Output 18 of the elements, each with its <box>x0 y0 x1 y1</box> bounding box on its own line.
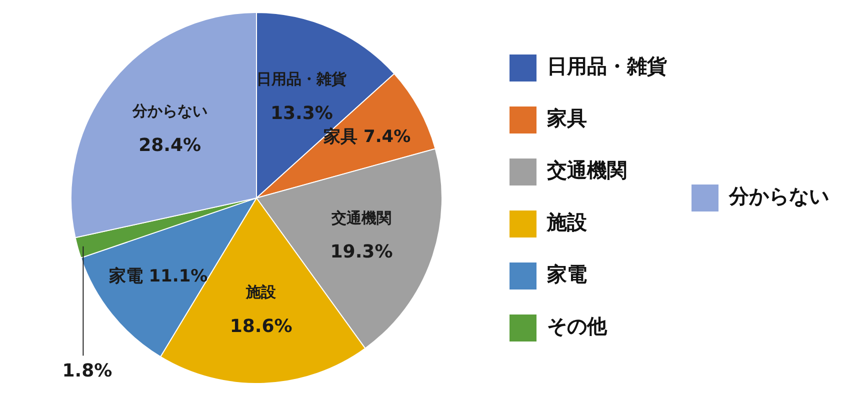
legend-label: 家具 <box>546 106 587 130</box>
slice-label: 交通機関 <box>330 208 392 227</box>
data-label: 13.3% <box>270 102 333 124</box>
category-label: 家電 11.1% <box>108 266 208 287</box>
slice-label: 日用品・雑貨 <box>256 70 347 88</box>
data-label: 18.6% <box>230 316 292 337</box>
legend-label: 家電 <box>546 262 587 286</box>
legend-label: 日用品・雑貨 <box>547 54 667 78</box>
legend-label: 交通機関 <box>546 158 627 182</box>
data-label: 28.4% <box>138 134 202 156</box>
legend-label: その他 <box>547 314 608 338</box>
slice-label: 施設 <box>245 283 278 302</box>
category-label: 家具 7.4% <box>324 126 411 147</box>
legend-label: 施設 <box>546 210 588 234</box>
data-label: 1.8% <box>62 360 112 382</box>
data-label: 19.3% <box>330 242 393 263</box>
legend-label: 分からない <box>728 184 829 208</box>
slice-label: 分からない <box>131 102 208 120</box>
